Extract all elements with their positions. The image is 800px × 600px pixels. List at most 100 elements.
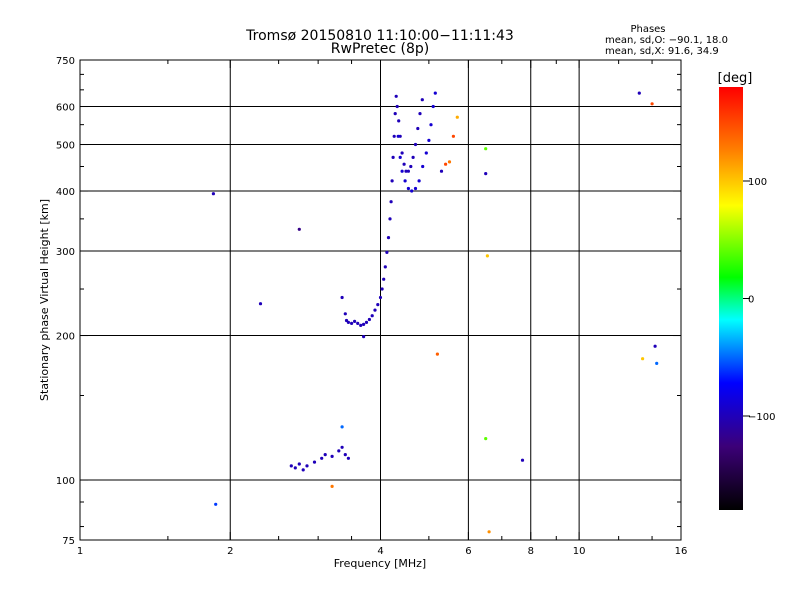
y-tick-label: 75 [62,536,75,547]
grid-lines [80,60,681,540]
data-point [370,314,374,318]
data-point [427,138,431,142]
data-point [395,104,399,109]
data-point [393,112,397,116]
data-point [444,162,448,166]
data-point [520,458,525,462]
data-point [346,456,350,460]
x-tick-label: 4 [377,546,383,557]
data-point [485,254,489,258]
data-point [637,91,641,95]
data-point [362,335,366,339]
data-point [421,164,425,169]
data-point [397,119,401,123]
data-point [337,449,341,453]
x-tick-label: 8 [528,546,534,557]
data-point [353,319,357,323]
data-point [653,344,657,348]
data-point [330,454,334,458]
data-point [364,320,369,324]
data-point [340,425,344,429]
data-point [429,123,433,127]
data-point [394,94,398,98]
data-point [403,179,407,183]
data-point [396,134,400,138]
data-point [389,200,393,204]
data-point [484,172,488,176]
colorbar-tick-label: 100 [748,177,767,188]
data-point [418,112,422,116]
data-point [411,155,415,159]
x-tick-label: 1 [77,546,83,557]
x-tick-label: 16 [675,546,688,557]
data-point [447,160,452,164]
data-point [400,169,404,173]
data-point [431,104,435,109]
data-point [383,265,387,269]
data-point [258,302,263,306]
data-point [211,192,215,196]
x-axis-label: Frequency [MHz] [334,557,426,570]
data-point [416,126,420,131]
data-point [487,530,491,534]
data-point [655,361,659,365]
colorbar-ticks: 100 0 −100 [743,177,775,423]
chart-title: Tromsø 20150810 11:10:00−11:11:43 [245,28,514,44]
data-point [435,352,439,356]
data-point [409,164,413,169]
phase-stats-o: mean, sd,O: −90.1, 18.0 [605,35,728,46]
data-point [343,312,347,316]
data-point [343,453,347,457]
data-point [376,303,380,307]
data-point [388,217,392,221]
data-point [455,115,459,119]
data-point [484,147,488,151]
data-point [350,321,354,325]
x-tick-label: 10 [573,546,586,557]
data-point [380,287,384,291]
data-point [400,151,404,155]
data-point [410,189,414,193]
x-tick-label: 6 [465,546,471,557]
data-point [650,102,654,106]
colorbar-label: [deg] [718,71,753,86]
data-point [390,179,394,183]
data-point [297,462,301,466]
data-point [378,295,383,300]
data-point [385,250,389,254]
data-point [420,98,424,102]
data-point [484,437,488,441]
data-point [382,277,386,281]
y-tick-label: 500 [56,141,75,152]
data-point [301,468,305,472]
data-point [406,169,410,173]
data-point [373,308,377,312]
data-point [439,169,444,173]
data-point [451,134,455,138]
colorbar-tick-label: −100 [748,412,775,423]
y-tick-label: 100 [56,476,75,487]
data-point [406,186,410,191]
data-point [359,323,363,327]
colorbar-tick-label: 0 [748,295,754,306]
chart-subtitle: RwPretec (8p) [331,41,429,57]
y-tick-label: 200 [56,332,75,343]
data-point [289,464,293,468]
data-point [413,186,418,191]
data-point [398,155,402,159]
phase-stats-x: mean, sd,X: 91.6, 34.9 [605,46,719,57]
data-point [340,445,344,449]
data-point [293,466,297,470]
y-axis-label: Stationary phase Virtual Height [km] [38,199,51,401]
data-point [417,179,421,183]
colorbar [719,87,743,510]
data-point [323,453,327,457]
phase-header: Phases [630,24,665,35]
data-point [356,321,360,325]
data-point [330,484,334,488]
y-tick-label: 600 [56,103,75,114]
data-point [404,169,408,173]
data-points [211,91,659,534]
data-point [367,317,371,322]
